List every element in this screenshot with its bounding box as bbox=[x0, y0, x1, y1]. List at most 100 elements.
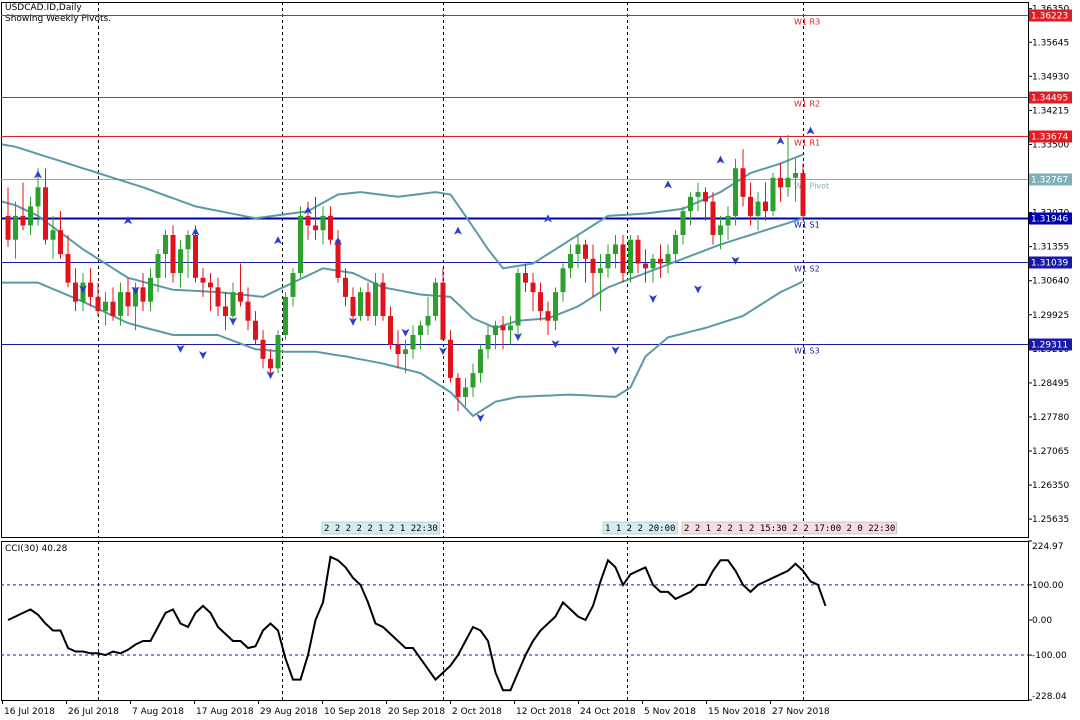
cci-tick-label: 0.00 bbox=[1032, 616, 1052, 626]
fractal-up-arrow-icon bbox=[304, 206, 312, 215]
price-tick-label: 1.28495 bbox=[1032, 379, 1069, 389]
pivot-price-label: 1.31946 bbox=[1031, 215, 1068, 225]
chart-symbol-title: USDCAD.ID,Daily bbox=[5, 3, 82, 13]
date-tick-label: 26 Jul 2018 bbox=[68, 707, 119, 717]
candle-body bbox=[448, 339, 453, 378]
time-annotation-box bbox=[602, 521, 678, 535]
candle-body bbox=[73, 282, 78, 302]
candle-body bbox=[605, 254, 611, 269]
candle-body bbox=[95, 296, 101, 312]
candle-body bbox=[358, 292, 363, 316]
cci-panel-title: CCI(30) 40.28 bbox=[5, 544, 68, 554]
candle-body bbox=[793, 173, 798, 178]
candle-body bbox=[13, 215, 18, 240]
pivot-price-label: 1.29311 bbox=[1031, 341, 1068, 351]
fractal-down-arrow-icon bbox=[131, 286, 140, 295]
fractal-up-arrow-icon bbox=[334, 237, 342, 246]
candle-body bbox=[515, 273, 521, 326]
candle-body bbox=[260, 339, 266, 359]
candle-body bbox=[695, 192, 701, 197]
candle-body bbox=[433, 282, 438, 316]
candle-body bbox=[193, 234, 198, 278]
time-annotation-text: 2 2 1 2 2 1 2 15:30 2 2 17:00 2 0 22:30 bbox=[684, 524, 895, 534]
candle-body bbox=[553, 292, 558, 321]
fractal-up-arrow-icon bbox=[124, 216, 132, 225]
candle-body bbox=[598, 268, 603, 274]
candle-body bbox=[575, 244, 581, 255]
candle-body bbox=[748, 196, 753, 216]
candle-body bbox=[560, 268, 566, 293]
pivot-price-tag bbox=[1029, 173, 1072, 186]
pivot-price-label: 1.36223 bbox=[1031, 12, 1068, 22]
candle-body bbox=[620, 244, 626, 274]
candle-body bbox=[800, 173, 806, 216]
pivot-price-tag bbox=[1029, 91, 1072, 104]
candle-body bbox=[395, 344, 401, 355]
candle-body bbox=[643, 263, 648, 269]
candle-body bbox=[245, 301, 251, 321]
cci-tick-label: -100.00 bbox=[1032, 651, 1067, 661]
price-tick-label: 1.29925 bbox=[1032, 311, 1069, 321]
cci-tick-label: -228.04 bbox=[1032, 692, 1067, 702]
candle-body bbox=[298, 215, 303, 274]
candle-body bbox=[590, 258, 596, 274]
candle-body bbox=[185, 234, 191, 250]
candle-body bbox=[125, 292, 131, 307]
candle-body bbox=[110, 301, 116, 316]
time-annotation-box bbox=[681, 521, 897, 535]
pivot-price-label: 1.32767 bbox=[1031, 176, 1068, 186]
pivot-price-tag bbox=[1029, 212, 1072, 225]
fractal-up-arrow-icon bbox=[664, 180, 672, 189]
candle-body bbox=[103, 301, 108, 312]
fractal-down-arrow-icon bbox=[439, 347, 447, 356]
candle-body bbox=[508, 325, 513, 331]
candle-body bbox=[778, 177, 783, 188]
candle-body bbox=[688, 196, 693, 212]
fractal-up-arrow-icon bbox=[776, 136, 785, 145]
candle-body bbox=[215, 287, 221, 307]
date-tick-label: 5 Nov 2018 bbox=[644, 707, 696, 717]
price-tick-label: 1.27065 bbox=[1032, 447, 1069, 457]
candle-body bbox=[410, 335, 416, 350]
candle-body bbox=[223, 306, 228, 316]
pivot-price-tag bbox=[1029, 9, 1072, 22]
candle-body bbox=[65, 254, 71, 283]
candle-body bbox=[328, 215, 333, 240]
candle-body bbox=[133, 287, 138, 307]
candle-body bbox=[568, 254, 573, 269]
price-tick-label: 1.26350 bbox=[1032, 481, 1069, 491]
fractal-up-arrow-icon bbox=[544, 214, 552, 223]
candle-body bbox=[118, 292, 123, 316]
candle-body bbox=[403, 349, 408, 355]
date-tick-label: 15 Nov 2018 bbox=[708, 707, 766, 717]
fractal-down-arrow-icon bbox=[476, 413, 485, 422]
date-tick-label: 10 Sep 2018 bbox=[324, 707, 381, 717]
fractal-down-arrow-icon bbox=[401, 328, 410, 337]
fractal-up-arrow-icon bbox=[191, 227, 200, 236]
pivot-price-label: 1.33674 bbox=[1031, 133, 1068, 143]
fractal-up-arrow-icon bbox=[34, 170, 42, 179]
candle-body bbox=[253, 320, 258, 340]
bollinger-upper-band bbox=[1, 143, 804, 270]
date-tick-label: 16 Jul 2018 bbox=[4, 707, 55, 717]
candle-body bbox=[388, 315, 393, 345]
price-tick-label: 1.34930 bbox=[1032, 72, 1069, 82]
date-tick-label: 20 Sep 2018 bbox=[388, 707, 445, 717]
candle-body bbox=[710, 201, 716, 235]
candle-body bbox=[155, 254, 161, 278]
pivot-level-name: W1 R1 bbox=[794, 139, 820, 148]
candle-body bbox=[523, 273, 528, 283]
candle-body bbox=[320, 215, 326, 231]
candle-body bbox=[170, 234, 176, 274]
price-tick-label: 1.31355 bbox=[1032, 243, 1069, 253]
pivot-price-tag bbox=[1029, 130, 1072, 143]
pivot-level-name: W1 S2 bbox=[794, 265, 820, 274]
candle-body bbox=[208, 282, 213, 288]
candle-body bbox=[673, 234, 678, 255]
candle-body bbox=[583, 244, 588, 259]
candle-body bbox=[725, 215, 731, 226]
candle-body bbox=[545, 311, 551, 321]
fractal-down-arrow-icon bbox=[229, 317, 237, 326]
